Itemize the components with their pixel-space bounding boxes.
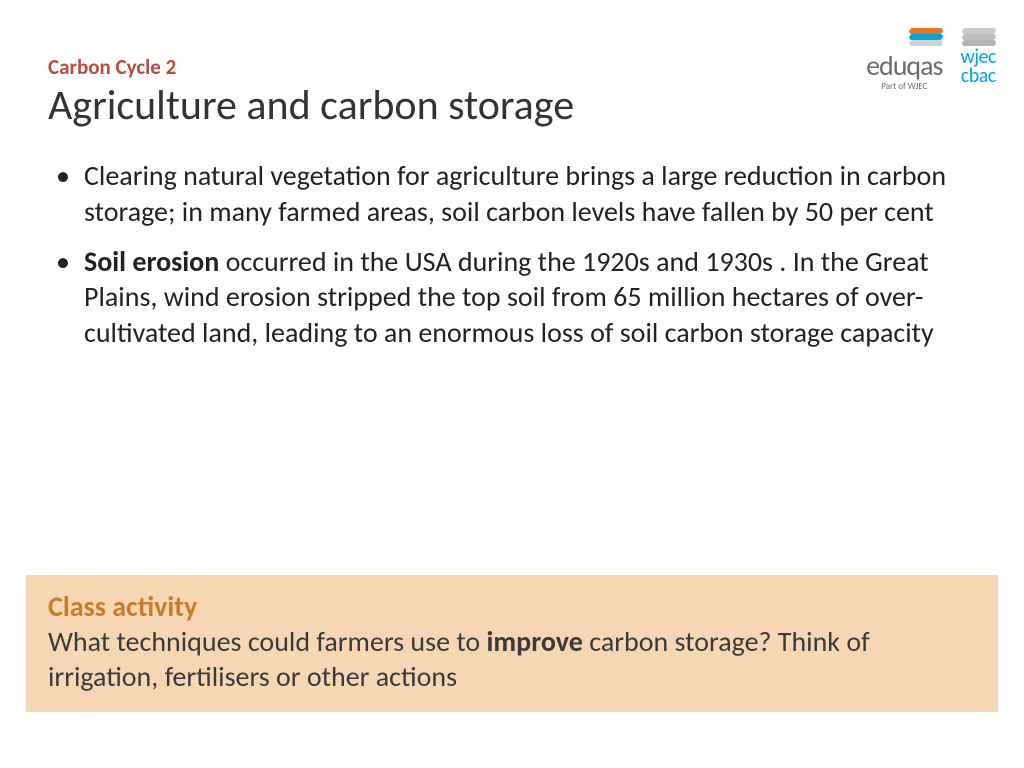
activity-body-pre: What techniques could farmers use to (48, 624, 487, 659)
class-activity-box: Class activity What techniques could far… (26, 575, 998, 712)
wjec-swoosh-icon (962, 28, 996, 46)
activity-title: Class activity (48, 589, 976, 624)
bullet-item: Clearing natural vegetation for agricult… (48, 158, 968, 230)
eduqas-logo-subtext: Part of WJEC (881, 81, 927, 92)
header-logos: eduqas Part of WJEC wjec cbac (866, 28, 996, 92)
wjec-logo-line2: cbac (961, 67, 996, 86)
bullet-post: Clearing natural vegetation for agricult… (84, 158, 946, 229)
bullet-bold: Soil erosion (84, 244, 219, 279)
bullet-item: Soil erosion occurred in the USA during … (48, 244, 968, 351)
eduqas-logo-text: eduqas (866, 48, 942, 83)
activity-body-bold: improve (487, 624, 583, 659)
eduqas-logo: eduqas Part of WJEC (866, 28, 942, 92)
eduqas-swoosh-icon (909, 28, 943, 46)
topic-label: Carbon Cycle 2 (48, 54, 176, 80)
wjec-logo: wjec cbac (961, 28, 997, 86)
content-body: Clearing natural vegetation for agricult… (48, 158, 968, 365)
activity-body: What techniques could farmers use to imp… (48, 624, 976, 694)
page-title: Agriculture and carbon storage (48, 80, 574, 131)
